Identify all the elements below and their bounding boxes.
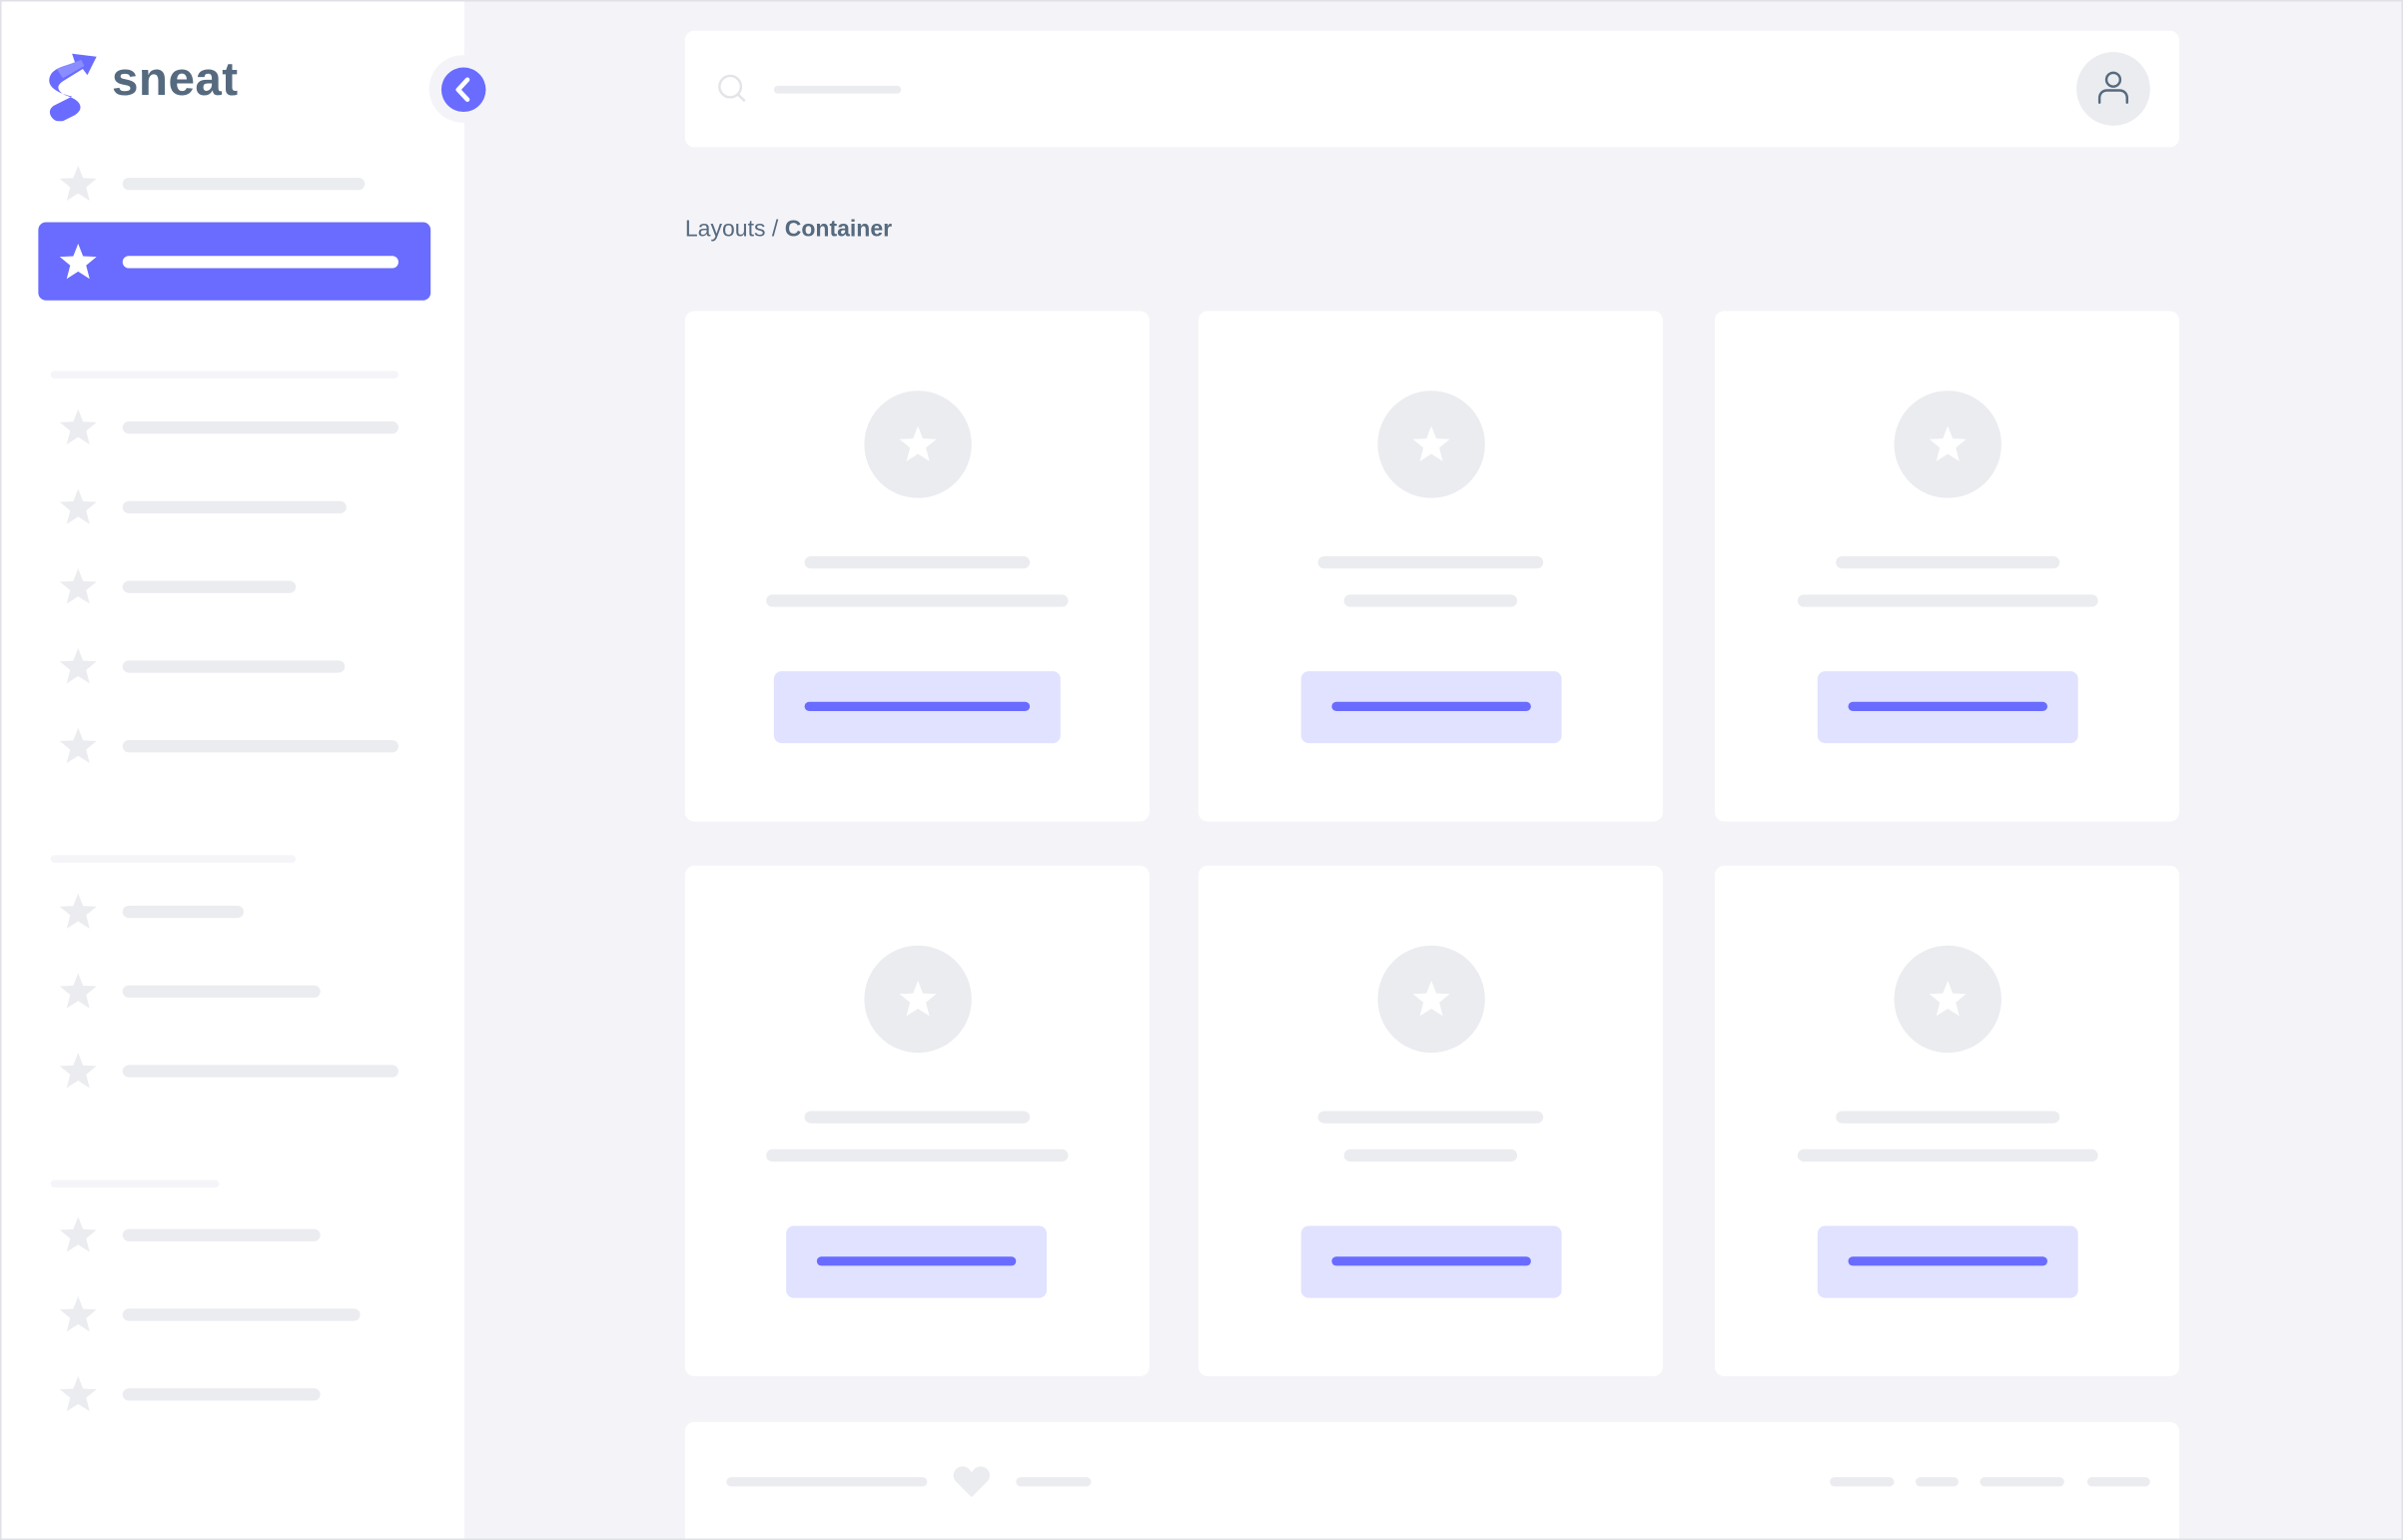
star-icon [1929,981,1966,1017]
footer-text-placeholder [1016,1477,1092,1487]
star-icon [58,972,98,1012]
star-icon [58,647,98,687]
card-text-placeholder [1343,1149,1518,1162]
breadcrumb-separator: / [765,216,785,243]
card-text-placeholder [1797,594,2098,607]
star-icon [58,567,98,607]
card-action-button[interactable] [773,671,1061,744]
content-card [1198,865,1663,1376]
app-logo-text: sneat [112,52,239,106]
content-card [684,865,1150,1376]
star-icon [58,407,98,447]
card-action-button[interactable] [1817,671,2078,744]
star-icon [58,487,98,527]
card-text-placeholder [1797,1149,2098,1162]
breadcrumb-current: Container [784,216,893,243]
card-avatar [1376,945,1485,1054]
card-text-placeholder [1343,594,1518,607]
card-action-button[interactable] [786,1225,1047,1298]
star-icon [58,1052,98,1092]
footer-link[interactable] [1916,1477,1959,1487]
breadcrumb-parent[interactable]: Layouts [684,216,766,243]
card-action-button[interactable] [1300,671,1562,744]
star-icon [58,1295,98,1335]
star-icon [58,892,98,932]
user-avatar-button[interactable] [2076,52,2150,126]
content-card [684,311,1150,822]
star-icon [58,1374,98,1414]
sidebar-item[interactable] [122,420,399,434]
sidebar-item[interactable] [122,1388,321,1401]
user-icon [2097,71,2128,105]
card-action-button[interactable] [1300,1225,1562,1298]
card-title-placeholder [1317,555,1544,569]
sidebar-item[interactable] [122,905,244,919]
button-label-placeholder [1331,701,1531,711]
button-label-placeholder [1848,701,2047,711]
sidebar-item[interactable] [122,985,321,998]
card-avatar [1893,945,2002,1054]
star-icon [1411,425,1449,461]
content-card [1714,311,2179,822]
card-title-placeholder [804,555,1031,569]
search-icon[interactable] [717,74,748,105]
sidebar-item[interactable] [122,1228,321,1241]
collapse-sidebar-button[interactable] [440,67,486,113]
footer [684,1421,2179,1539]
star-icon [58,726,98,766]
footer-text-placeholder [726,1477,928,1487]
heart-icon [953,1466,990,1498]
button-label-placeholder [1331,1256,1531,1266]
sidebar-item[interactable] [122,1065,399,1078]
button-label-placeholder [816,1256,1017,1266]
star-icon [58,242,98,282]
card-avatar [863,945,972,1054]
card-title-placeholder [1836,1111,2060,1124]
card-title-placeholder [804,1111,1031,1124]
footer-link[interactable] [1830,1477,1895,1487]
star-icon [898,425,936,461]
footer-link[interactable] [2086,1477,2150,1487]
star-icon [1929,425,1966,461]
card-text-placeholder [766,594,1069,607]
menu-section-header [50,1179,220,1188]
chevron-left-icon [455,77,470,103]
content-card [1198,311,1663,822]
card-avatar [863,390,972,498]
star-icon [1411,981,1449,1017]
sidebar-item[interactable] [122,660,346,673]
card-text-placeholder [766,1149,1069,1162]
sidebar-item[interactable] [122,1308,361,1321]
card-avatar [1893,390,2002,498]
button-label-placeholder [804,701,1031,711]
sidebar-item[interactable] [122,580,297,593]
star-icon [58,1215,98,1255]
content-card [1714,865,2179,1376]
menu-section-header [50,371,399,379]
top-navbar [684,30,2179,148]
sidebar-item[interactable] [122,256,399,269]
sidebar: sneat [1,1,497,1539]
sidebar-item[interactable] [122,740,399,753]
sneat-logo-icon [44,48,99,122]
menu-section-header [50,855,297,863]
button-label-placeholder [1848,1256,2047,1266]
card-title-placeholder [1317,1111,1544,1124]
breadcrumb: Layouts / Container [685,216,892,242]
star-icon [58,164,98,204]
search-input[interactable] [773,85,902,94]
card-avatar [1376,390,1485,498]
sidebar-item[interactable] [122,177,366,191]
sidebar-item[interactable] [122,500,347,514]
star-icon [898,981,936,1017]
footer-link[interactable] [1980,1477,2064,1487]
card-title-placeholder [1836,555,2060,569]
card-action-button[interactable] [1817,1225,2078,1298]
